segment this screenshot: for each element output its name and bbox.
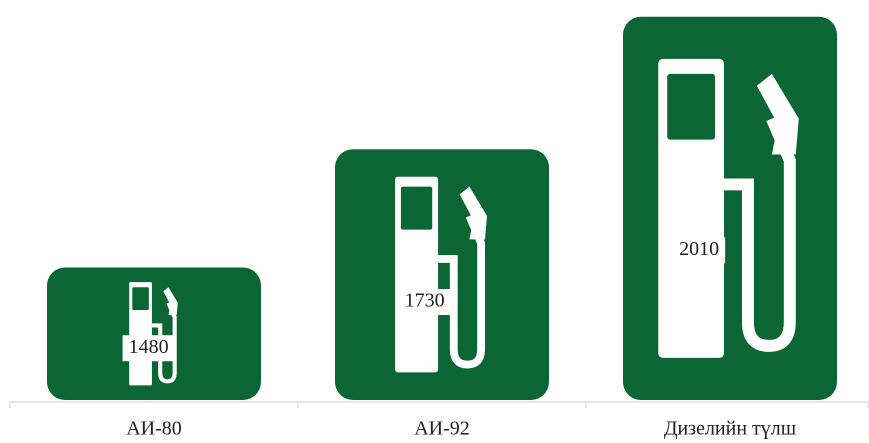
pump-window [667, 73, 716, 140]
value-label: 1480 [129, 336, 169, 358]
value-label-box [398, 288, 451, 315]
bar [335, 149, 549, 400]
pump-hose [438, 214, 486, 369]
pump-nozzle [756, 73, 799, 155]
pump-icon [658, 58, 799, 358]
bar [623, 16, 837, 400]
pump-hose [724, 116, 796, 352]
pump-window [132, 287, 149, 310]
value-label-box [673, 237, 726, 264]
pump-hose [151, 301, 177, 384]
value-label-box [122, 335, 175, 362]
value-label: 2010 [679, 238, 719, 260]
x-tick-label: АИ-80 [126, 418, 182, 440]
value-label: 1730 [405, 290, 445, 312]
pump-nozzle [163, 287, 178, 316]
bar [47, 267, 261, 400]
x-tick-label: АИ-92 [414, 418, 470, 440]
pump-window [400, 186, 433, 230]
pump-nozzle [459, 186, 487, 240]
pump-icon [395, 176, 487, 373]
x-tick-label: Дизелийн түлш [664, 418, 797, 440]
